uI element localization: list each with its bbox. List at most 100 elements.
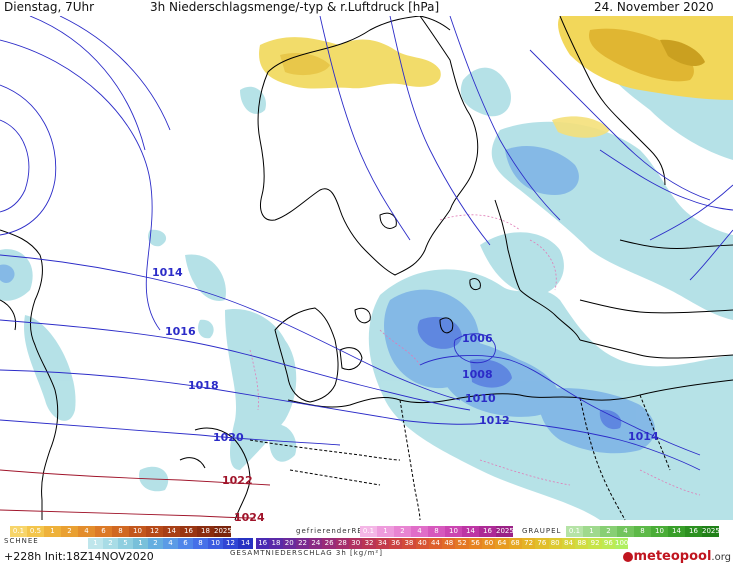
legend-swatch: 0.1 [10, 526, 27, 537]
legend-swatch: 22 [295, 538, 310, 549]
legend-swatch: 1 [44, 526, 61, 537]
legend-swatch: 2025+ [702, 526, 719, 537]
legend-swatch: 2025+ [214, 526, 231, 537]
isobar-label: 1018 [188, 379, 219, 392]
legend-swatch: 6 [95, 526, 112, 537]
legend-swatch: 10 [129, 526, 146, 537]
legend-swatch: 100 [615, 538, 629, 549]
legend-swatch: 20 [282, 538, 296, 549]
legend-swatch: 0.1 [566, 526, 583, 537]
legend-swatch: 30 [349, 538, 363, 549]
legend-swatch: 16 [685, 526, 702, 537]
legend-swatch: 18 [269, 538, 283, 549]
legend-swatch: 14 [238, 538, 253, 549]
legend-swatch: 96 [601, 538, 616, 549]
total-precip-scale: 16 18 20 22 24 26 28 30 32 34 36 38 40 44 48 52 56 60 64 68… [256, 538, 629, 549]
legend-swatch: 88 [575, 538, 589, 549]
legend-swatch: 5 [118, 538, 133, 549]
freezing-rain-label: gefrierenderREGEN [296, 527, 381, 535]
legend-swatch: 16 [256, 538, 270, 549]
isobar-label: 1014 [628, 430, 659, 443]
coastlines [0, 16, 733, 521]
legend-swatch: 2 [600, 526, 617, 537]
isobar-lines [0, 16, 733, 519]
rain-area [259, 16, 733, 138]
legend-swatch: 1 [583, 526, 600, 537]
legend-swatch: 48 [442, 538, 456, 549]
legend-swatch: 14 [462, 526, 479, 537]
legend-swatch: 1 [88, 538, 103, 549]
meteopool-logo[interactable]: meteopool.org [623, 549, 731, 564]
legend-swatch: 2 [148, 538, 163, 549]
legend-swatch: 52 [455, 538, 469, 549]
precipitation-heavy-area [417, 316, 622, 430]
legend-swatch: 4 [617, 526, 634, 537]
legend-swatch: 56 [468, 538, 483, 549]
isobar-label: 1022 [222, 474, 253, 487]
legend-swatch: 0.1 [360, 526, 377, 537]
legend-swatch: 1 [133, 538, 148, 549]
legend-swatch: 92 [588, 538, 602, 549]
legend-swatch: 84 [561, 538, 576, 549]
legend-swatch: 4 [163, 538, 178, 549]
legend-swatch: 0.5 [27, 526, 44, 537]
init-time: Init:18Z14NOV2020 [44, 550, 154, 563]
legend-swatch: 2 [394, 526, 411, 537]
snow-scale: 1 2 5 1 2 4 6 8 10 12 14 [88, 538, 253, 549]
legend-swatch: 44 [428, 538, 443, 549]
legend-swatch: 8 [428, 526, 445, 537]
snow-label: SCHNEE [4, 537, 39, 545]
date-label: 24. November 2020 [594, 0, 714, 14]
logo-mark-icon [623, 551, 634, 562]
legend-swatch: 72 [521, 538, 536, 549]
total-precip-label: GESAMTNIEDERSCHLAG 3h [kg/m²] [230, 549, 383, 557]
precipitation-pressure-map: 1006 1008 1010 1012 1014 1014 1016 1018 … [0, 16, 733, 522]
legend-swatch: 6 [178, 538, 193, 549]
isobar-label: 1016 [165, 325, 196, 338]
legend-swatch: 8 [634, 526, 651, 537]
legend-swatch: 2025+ [496, 526, 513, 537]
logo-brand: meteopool [633, 549, 712, 564]
legend-swatch: 26 [322, 538, 336, 549]
legend-swatch: 8 [112, 526, 129, 537]
graupel-label: GRAUPEL [522, 527, 562, 535]
freezing-rain-contours [249, 214, 701, 496]
legend-swatch: 60 [482, 538, 496, 549]
isobar-label: 1006 [462, 332, 493, 345]
legend-swatch: 4 [411, 526, 428, 537]
legend-swatch: 12 [223, 538, 238, 549]
isobar-label: 1024 [234, 511, 265, 522]
legend-swatch: 8 [193, 538, 208, 549]
legend-swatch: 64 [495, 538, 509, 549]
legend-swatch: 16 [180, 526, 197, 537]
logo-tld: .org [711, 552, 731, 563]
legend-swatch: 14 [668, 526, 685, 537]
legend-swatch: 10 [208, 538, 223, 549]
legend-swatch: 32 [362, 538, 376, 549]
legend-swatch: 2 [103, 538, 118, 549]
legend-swatch: 16 [479, 526, 496, 537]
legend-swatch: 38 [402, 538, 416, 549]
isobar-label: 1010 [465, 392, 496, 405]
isobar-label: 1008 [462, 368, 493, 381]
legend-swatch: 40 [415, 538, 429, 549]
map-title: 3h Niederschlagsmenge/-typ & r.Luftdruck… [150, 0, 440, 14]
legend-swatch: 76 [535, 538, 549, 549]
legend-swatch: 14 [163, 526, 180, 537]
legend-swatch: 2 [61, 526, 78, 537]
legend-swatch: 34 [375, 538, 389, 549]
day-time-label: Dienstag, 7Uhr [4, 0, 95, 14]
isobar-label: 1020 [213, 431, 244, 444]
precipitation-moderate-area [0, 145, 655, 454]
legend-swatch: 4 [78, 526, 95, 537]
isobar-label: 1014 [152, 266, 183, 279]
legend-swatch: 12 [146, 526, 163, 537]
legend-swatch: 10 [445, 526, 462, 537]
isobar-label: 1012 [479, 414, 510, 427]
legend-swatch: 68 [508, 538, 522, 549]
legend-swatch: 18 [197, 526, 214, 537]
